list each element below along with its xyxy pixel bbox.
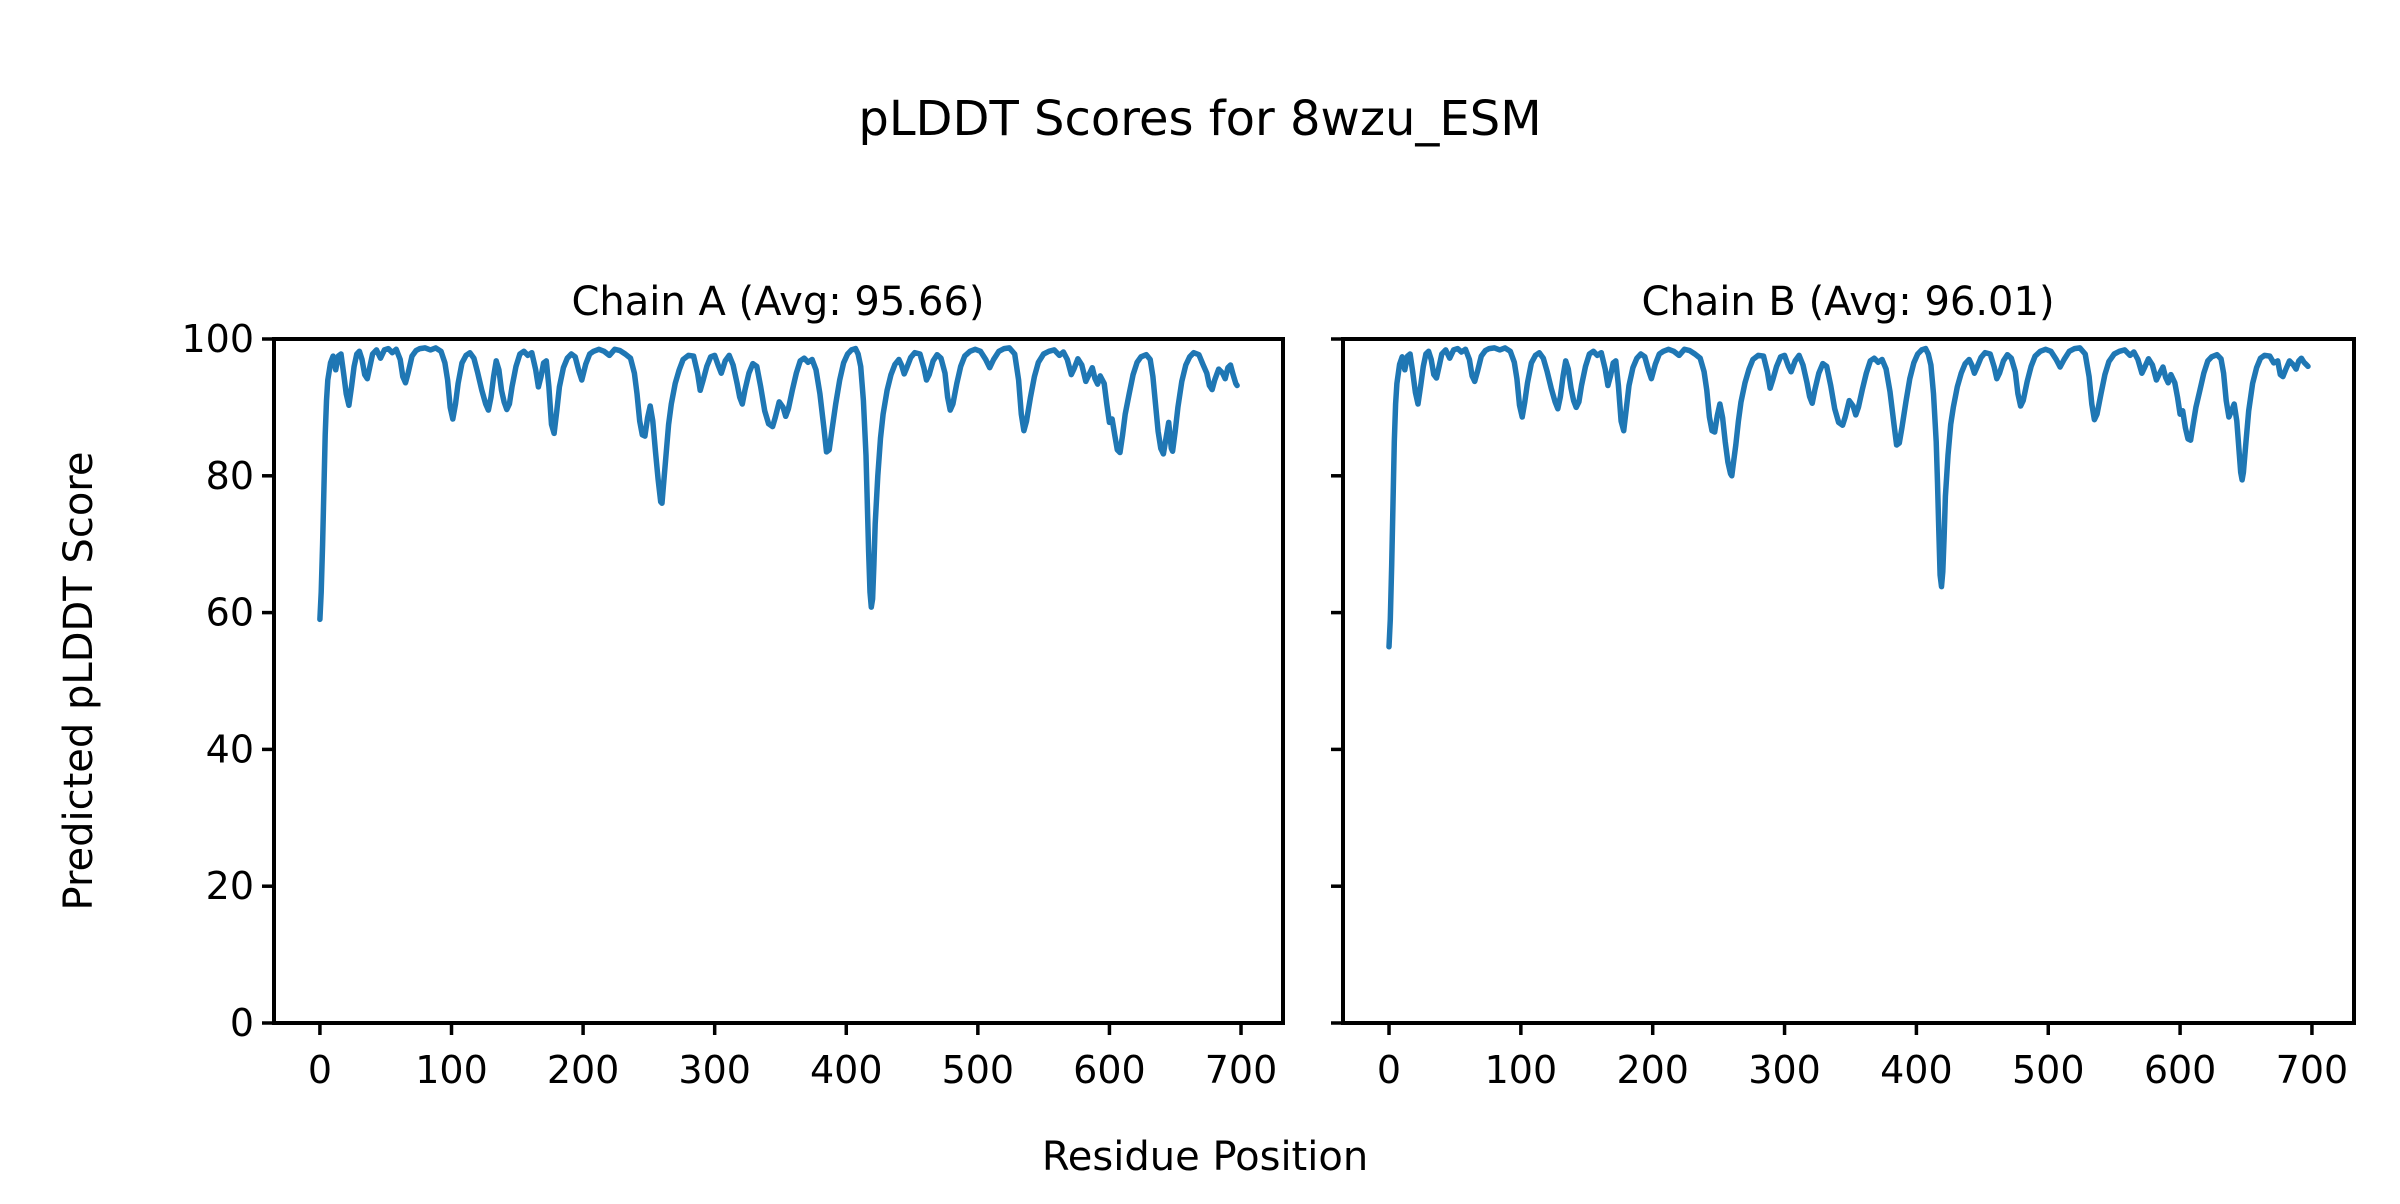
x-tick-label: 700 xyxy=(1205,1048,1278,1092)
plddt-line-a xyxy=(317,345,1240,623)
axes-frame xyxy=(272,337,1285,1025)
x-tick-label: 200 xyxy=(547,1048,620,1092)
x-tick-label: 200 xyxy=(1616,1048,1689,1092)
y-tick-label: 60 xyxy=(206,591,254,635)
x-tick-label: 300 xyxy=(678,1048,751,1092)
x-tick-label: 500 xyxy=(2012,1048,2085,1092)
x-tick-label: 0 xyxy=(1377,1048,1401,1092)
x-tick-label: 500 xyxy=(942,1048,1015,1092)
x-tick-label: 600 xyxy=(1073,1048,1146,1092)
y-tick-label: 80 xyxy=(206,454,254,498)
x-tick-label: 400 xyxy=(1880,1048,1953,1092)
x-tick-label: 100 xyxy=(415,1048,488,1092)
x-tick-label: 600 xyxy=(2144,1048,2217,1092)
x-tick-label: 700 xyxy=(2276,1048,2349,1092)
y-tick-label: 20 xyxy=(206,864,254,908)
y-tick-label: 0 xyxy=(230,1001,254,1045)
chain-b-axes: 0 100 200 300 400 500 600 700 xyxy=(1331,337,2356,1092)
chain-a-axes: 0 100 200 300 400 500 600 700 0 20 40 60 80 100 xyxy=(181,317,1285,1092)
y-tick-label: 100 xyxy=(181,317,254,361)
x-axis-label: Residue Position xyxy=(1042,1134,1368,1180)
x-tick-label: 400 xyxy=(810,1048,883,1092)
axes-frame xyxy=(1341,337,2356,1025)
figure-title: pLDDT Scores for 8wzu_ESM xyxy=(858,91,1541,147)
y-tick-label: 40 xyxy=(206,727,254,771)
chain-a-subplot-title: Chain A (Avg: 95.66) xyxy=(571,279,984,325)
x-tick-label: 300 xyxy=(1748,1048,1821,1092)
x-tick-label: 100 xyxy=(1485,1048,1558,1092)
x-tick-label: 0 xyxy=(308,1048,332,1092)
chain-b-subplot-title: Chain B (Avg: 96.01) xyxy=(1641,279,2054,325)
plddt-line-b xyxy=(1386,345,2311,650)
y-axis-label: Predicted pLDDT Score xyxy=(56,452,102,911)
